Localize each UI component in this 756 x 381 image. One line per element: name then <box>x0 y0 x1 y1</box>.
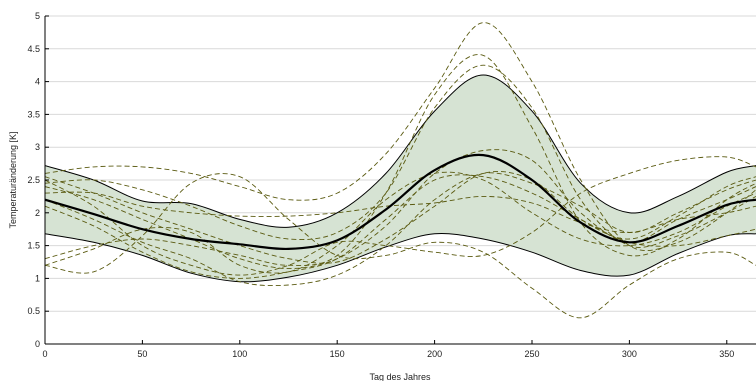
x-tick-label: 50 <box>137 349 147 359</box>
y-tick-label: 4 <box>35 77 40 87</box>
confidence-band-layer <box>45 74 756 283</box>
y-tick-label: 2.5 <box>27 175 40 185</box>
x-tick-label: 200 <box>427 349 442 359</box>
y-tick-label: 0.5 <box>27 306 40 316</box>
series-line-7 <box>45 156 756 276</box>
x-tick-label: 300 <box>622 349 637 359</box>
y-tick-label: 1 <box>35 273 40 283</box>
band-upper-line <box>45 74 756 228</box>
series-line-6 <box>45 172 756 287</box>
y-tick-label: 5 <box>35 11 40 21</box>
x-tick-label: 150 <box>330 349 345 359</box>
x-axis-label: Tag des Jahres <box>369 372 431 381</box>
mean-line <box>45 153 756 251</box>
series-line-3 <box>45 54 756 266</box>
y-tick-label: 1.5 <box>27 241 40 251</box>
mean-layer <box>45 153 756 251</box>
y-axis-label: Temperaturänderung [K] <box>8 131 18 228</box>
series-line-4 <box>45 22 756 252</box>
y-tick-label: 2 <box>35 208 40 218</box>
confidence-band <box>45 75 756 282</box>
series-line-1 <box>45 149 756 270</box>
y-tick-label: 4.5 <box>27 44 40 54</box>
x-tick-label: 100 <box>232 349 247 359</box>
y-tick-label: 3 <box>35 142 40 152</box>
x-tick-label: 250 <box>524 349 539 359</box>
y-tick-label: 3.5 <box>27 109 40 119</box>
band-lower-line <box>45 233 756 283</box>
series-line-10 <box>45 64 756 248</box>
series-line-9 <box>45 191 756 233</box>
axes <box>44 15 756 345</box>
tick-labels: 0 50 100 150 200 250 300 350 0 0.5 1 1.5 2 2.5 3 3.5 4 4.… <box>27 11 734 359</box>
series-line-2 <box>45 171 756 264</box>
series-line-8 <box>45 173 756 319</box>
series-layer <box>45 22 756 319</box>
x-tick-label: 0 <box>42 349 47 359</box>
y-tick-label: 0 <box>35 339 40 349</box>
x-tick-label: 350 <box>719 349 734 359</box>
series-line-5 <box>45 171 756 274</box>
